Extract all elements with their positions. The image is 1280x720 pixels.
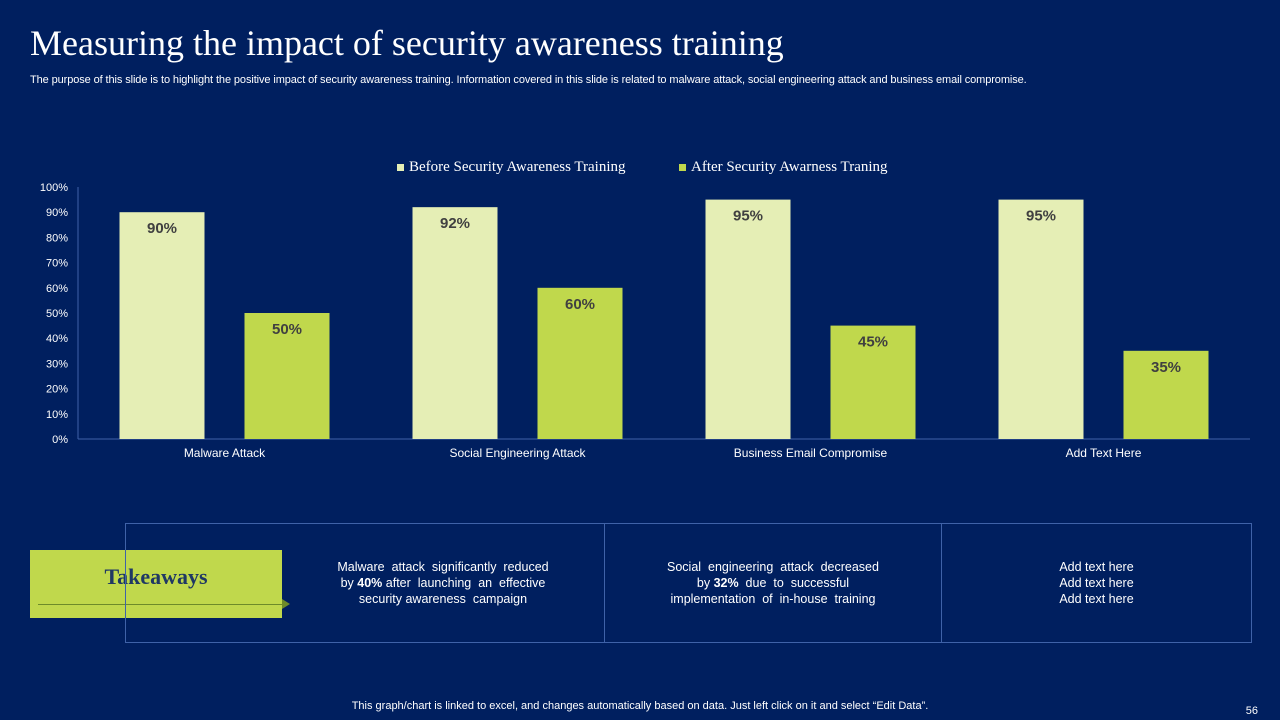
bar-before (998, 199, 1084, 439)
bar-data-label: 50% (272, 321, 302, 338)
takeaway-1-line2-post: after launching an effective (382, 576, 546, 590)
takeaway-item-3: Add text here Add text here Add text her… (942, 524, 1251, 642)
legend-swatch (397, 164, 404, 171)
bar-before (705, 199, 791, 439)
y-tick-label: 50% (46, 308, 68, 320)
bar-data-label: 92% (440, 215, 470, 232)
takeaway-1-highlight: 40% (357, 576, 383, 590)
arrow-right-icon (282, 599, 290, 609)
x-tick-label: Business Email Compromise (734, 446, 888, 460)
bar-data-label: 95% (733, 208, 763, 225)
takeaway-2-line2-post: due to successful (738, 576, 850, 590)
slide-subtitle: The purpose of this slide is to highligh… (30, 74, 1027, 86)
page-number: 56 (1245, 705, 1258, 717)
y-tick-label: 20% (46, 384, 68, 396)
bar-data-label: 35% (1151, 359, 1181, 376)
takeaway-3-line1: Add text here (1059, 560, 1134, 574)
y-tick-label: 30% (46, 358, 68, 370)
y-tick-label: 90% (46, 207, 68, 219)
y-tick-label: 0% (52, 434, 68, 446)
takeaway-3-line3: Add text here (1059, 592, 1134, 606)
takeaway-1-line2-pre: by (340, 576, 358, 590)
bar-chart[interactable]: 0% 10% 20% 30% 40% 50% 60% 70% 80% 90% 100% 90% 50% M… (0, 150, 1280, 470)
y-tick-label: 70% (46, 258, 68, 270)
bar-after (830, 325, 916, 439)
y-tick-label: 100% (40, 182, 68, 194)
bar-data-label: 45% (858, 334, 888, 351)
x-tick-label: Social Engineering Attack (449, 446, 586, 460)
bar-data-label: 60% (565, 296, 595, 313)
takeaway-1-line1: Malware attack significantly reduced (337, 560, 549, 574)
bar-before (119, 212, 205, 439)
takeaway-3-line2: Add text here (1059, 576, 1134, 590)
takeaways-tag: Takeaways (30, 550, 290, 618)
takeaways-label: Takeaways (104, 564, 208, 589)
bar-after (244, 313, 330, 439)
bar-data-label: 90% (147, 220, 177, 237)
takeaway-item-2: Social engineering attack decreased by 3… (605, 524, 941, 642)
y-tick-label: 40% (46, 333, 68, 345)
takeaway-2-highlight: 32% (713, 576, 739, 590)
takeaway-2-line2-pre: by (696, 576, 714, 590)
bar-before (412, 207, 498, 439)
legend-swatch (679, 164, 686, 171)
arrow-line (38, 604, 284, 605)
takeaway-1-line3: security awareness campaign (358, 592, 528, 606)
y-tick-label: 80% (46, 232, 68, 244)
bar-after (537, 287, 623, 439)
legend-label: Before Security Awareness Training (409, 159, 626, 175)
takeaway-2-line1: Social engineering attack decreased (667, 560, 879, 574)
bar-after (1123, 350, 1209, 439)
legend-label: After Security Awarness Traning (691, 159, 888, 175)
takeaway-item-1: Malware attack significantly reduced by … (283, 524, 603, 642)
footer-note: This graph/chart is linked to excel, and… (351, 700, 929, 712)
slide-title: Measuring the impact of security awarene… (30, 23, 784, 63)
x-tick-label: Malware Attack (184, 446, 266, 460)
bar-data-label: 95% (1026, 208, 1056, 225)
takeaway-2-line3: implementation of in-house training (670, 592, 876, 606)
takeaway-divider-2 (941, 524, 942, 642)
takeaways-panel: Malware attack significantly reduced by … (125, 523, 1252, 643)
y-tick-label: 60% (46, 283, 68, 295)
y-tick-label: 10% (46, 409, 68, 421)
x-tick-label: Add Text Here (1066, 446, 1142, 460)
takeaway-divider-1 (604, 524, 605, 642)
